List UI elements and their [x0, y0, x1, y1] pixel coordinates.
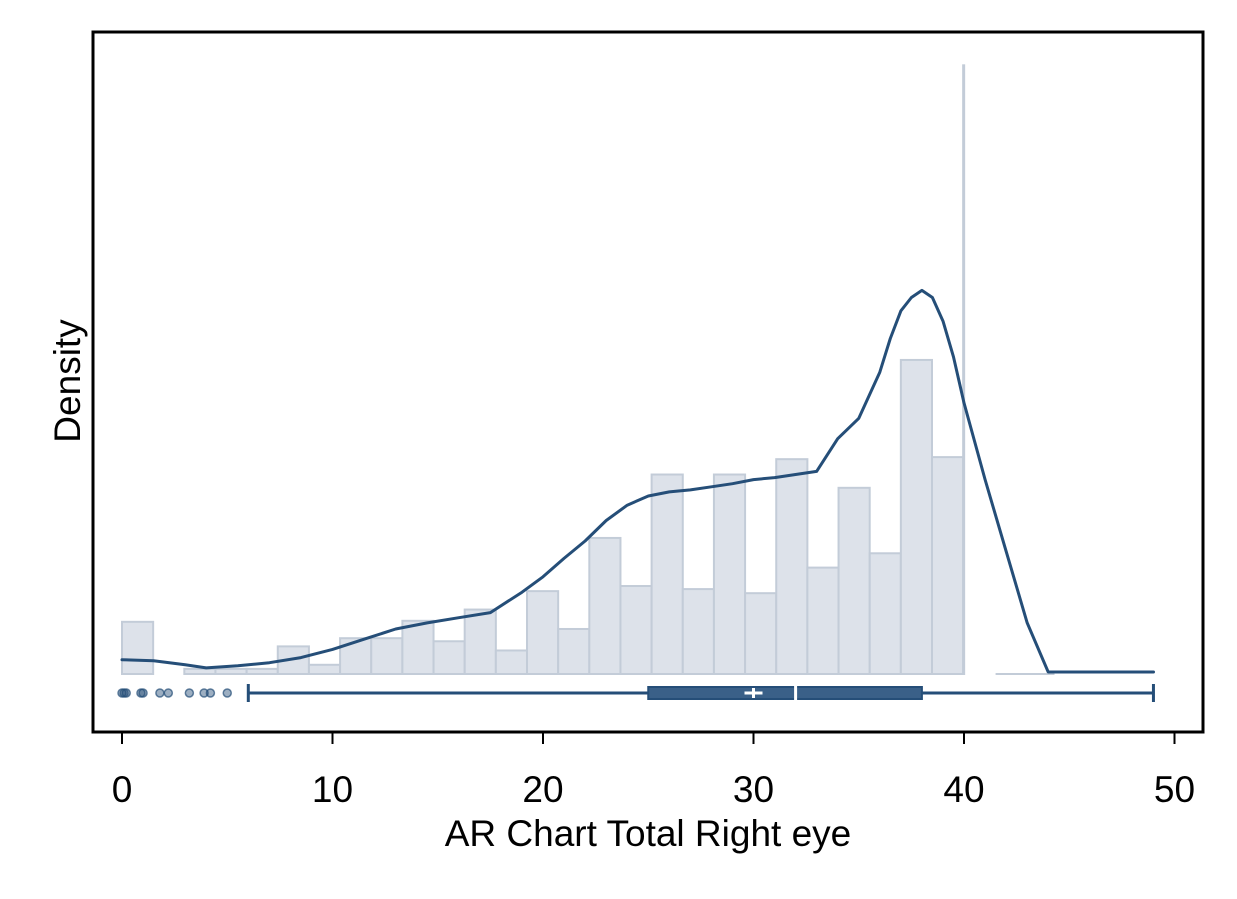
histogram-bar — [775, 458, 809, 676]
outlier-point — [184, 688, 195, 698]
histogram-bar — [494, 649, 529, 676]
histogram-bar — [432, 640, 466, 675]
histogram-bar — [339, 637, 373, 676]
y-axis-title: Density — [47, 319, 88, 443]
histogram-bar — [307, 663, 342, 676]
x-tick-label: 30 — [733, 769, 774, 810]
outlier-point — [155, 688, 165, 698]
x-axis-ticks: 0 10 20 30 40 50 — [112, 732, 1195, 810]
histogram-bar — [121, 620, 155, 676]
histogram-bar — [463, 608, 497, 676]
outlier-point — [163, 688, 174, 698]
histogram-bar — [401, 619, 435, 676]
histogram-bar — [526, 590, 560, 676]
histogram-bar — [899, 358, 934, 675]
x-axis-title: AR Chart Total Right eye — [445, 813, 852, 854]
histogram-bar — [837, 486, 871, 675]
histogram-bar — [214, 667, 248, 676]
x-tick-label: 50 — [1154, 769, 1195, 810]
histogram-bar — [962, 64, 966, 675]
histogram-bar — [557, 627, 591, 675]
x-tick-label: 10 — [312, 769, 353, 810]
outlier-point — [121, 688, 131, 698]
histogram-bar — [619, 585, 653, 675]
histogram-bar — [868, 552, 902, 676]
outlier-point — [205, 688, 216, 698]
histogram-bar — [681, 588, 715, 675]
histogram-bar — [650, 473, 684, 676]
box-iqr — [647, 686, 923, 700]
histogram-bar — [245, 667, 279, 676]
histogram-bar — [370, 637, 404, 676]
histogram-bar — [744, 592, 778, 675]
outlier-point — [138, 688, 148, 698]
histogram-bar — [806, 566, 840, 675]
outlier-point — [222, 688, 232, 698]
outlier-point — [199, 688, 209, 698]
histogram-bar — [183, 667, 217, 676]
histogram-bars — [121, 64, 1055, 676]
boxplot — [117, 684, 1155, 702]
x-tick-label: 0 — [112, 769, 133, 810]
x-tick-label: 40 — [943, 769, 984, 810]
histogram-bar — [712, 473, 747, 676]
x-tick-label: 20 — [522, 769, 563, 810]
histogram-bar — [588, 536, 622, 675]
kde-curve — [120, 288, 1155, 674]
histogram-bar — [931, 456, 965, 675]
